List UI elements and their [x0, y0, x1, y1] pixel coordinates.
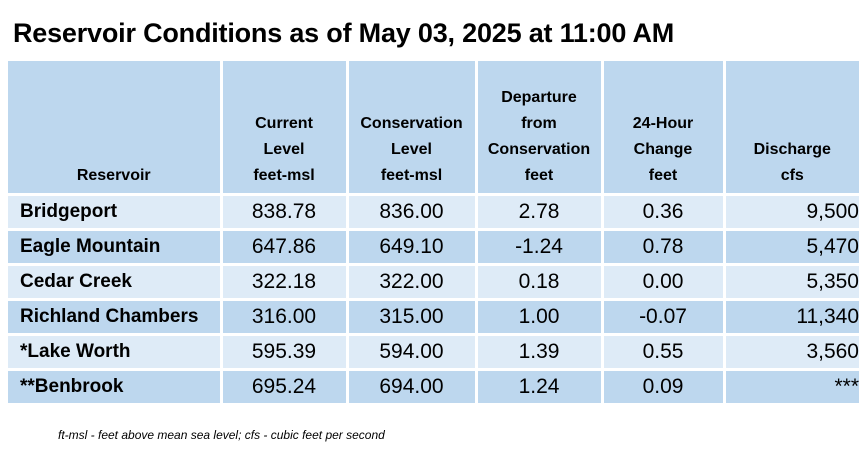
column-header-line: 24-Hour — [632, 115, 694, 132]
reservoir-name: **Benbrook — [8, 368, 221, 403]
column-header-line: feet — [648, 167, 678, 184]
current-level-cell: 322.18 — [219, 263, 347, 300]
conservation-level-cell: 315.00 — [345, 298, 476, 335]
reservoir-name: Eagle Mountain — [8, 228, 221, 265]
change-cell: 0.55 — [600, 333, 724, 370]
table-row: Richland Chambers 316.00 315.00 1.00 -0.… — [8, 298, 859, 335]
column-header-line: feet-msl — [253, 167, 315, 184]
footnote: ft-msl - feet above mean sea level; cfs … — [58, 428, 385, 442]
column-header-line: Change — [633, 141, 693, 158]
table-row: Bridgeport 838.78 836.00 2.78 0.36 9,500 — [8, 194, 859, 230]
column-header-conservation-level: Conservation Level feet-msl — [345, 61, 476, 196]
discharge-cell: 9,500 — [722, 194, 859, 230]
column-header-current-level: Current Level feet-msl — [219, 61, 347, 196]
departure-cell: 1.00 — [474, 298, 602, 335]
discharge-cell: *** — [722, 368, 859, 403]
current-level-cell: 838.78 — [219, 194, 347, 230]
conservation-level-cell: 649.10 — [345, 228, 476, 265]
table-row: **Benbrook 695.24 694.00 1.24 0.09 *** — [8, 368, 859, 403]
discharge-cell: 11,340 — [722, 298, 859, 335]
column-header-line: Current — [255, 115, 313, 132]
current-level-cell: 316.00 — [219, 298, 347, 335]
reservoir-name: Cedar Creek — [8, 263, 221, 300]
change-cell: 0.09 — [600, 368, 724, 403]
page-title: Reservoir Conditions as of May 03, 2025 … — [13, 18, 675, 48]
column-header-line: Conservation — [487, 141, 591, 158]
change-cell: 0.78 — [600, 228, 724, 265]
reservoir-name: *Lake Worth — [8, 333, 221, 370]
column-header-line: Departure — [501, 89, 577, 106]
column-header-discharge: Discharge cfs — [722, 61, 859, 196]
current-level-cell: 595.39 — [219, 333, 347, 370]
current-level-cell: 695.24 — [219, 368, 347, 403]
table-row: Eagle Mountain 647.86 649.10 -1.24 0.78 … — [8, 228, 859, 265]
column-header-line: Level — [391, 141, 432, 158]
reservoir-table: Reservoir Current Level feet-msl Conservat… — [8, 61, 859, 403]
table-header-row: Reservoir Current Level feet-msl Conservat… — [8, 61, 859, 196]
reservoir-name: Bridgeport — [8, 194, 221, 230]
conservation-level-cell: 836.00 — [345, 194, 476, 230]
column-header-24-hour-change: 24-Hour Change feet — [600, 61, 724, 196]
column-header-line: Level — [263, 141, 305, 158]
discharge-cell: 5,350 — [722, 263, 859, 300]
current-level-cell: 647.86 — [219, 228, 347, 265]
column-header-line: from — [521, 115, 557, 132]
departure-cell: 1.24 — [474, 368, 602, 403]
discharge-cell: 3,560 — [722, 333, 859, 370]
change-cell: -0.07 — [600, 298, 724, 335]
table-row: Cedar Creek 322.18 322.00 0.18 0.00 5,35… — [8, 263, 859, 300]
column-header-line: cfs — [780, 167, 804, 184]
reservoir-name: Richland Chambers — [8, 298, 221, 335]
change-cell: 0.36 — [600, 194, 724, 230]
column-header-line: feet — [524, 167, 554, 184]
departure-cell: 0.18 — [474, 263, 602, 300]
conservation-level-cell: 694.00 — [345, 368, 476, 403]
departure-cell: -1.24 — [474, 228, 602, 265]
departure-cell: 1.39 — [474, 333, 602, 370]
table-row: *Lake Worth 595.39 594.00 1.39 0.55 3,56… — [8, 333, 859, 370]
departure-cell: 2.78 — [474, 194, 602, 230]
column-header-line: Reservoir — [76, 167, 151, 184]
column-header-reservoir: Reservoir — [8, 61, 221, 196]
column-header-line: Conservation — [360, 115, 463, 132]
discharge-cell: 5,470 — [722, 228, 859, 265]
conservation-level-cell: 594.00 — [345, 333, 476, 370]
column-header-line: Discharge — [753, 141, 831, 158]
change-cell: 0.00 — [600, 263, 724, 300]
column-header-departure: Departure from Conservation feet — [474, 61, 602, 196]
column-header-line: feet-msl — [380, 167, 443, 184]
conservation-level-cell: 322.00 — [345, 263, 476, 300]
